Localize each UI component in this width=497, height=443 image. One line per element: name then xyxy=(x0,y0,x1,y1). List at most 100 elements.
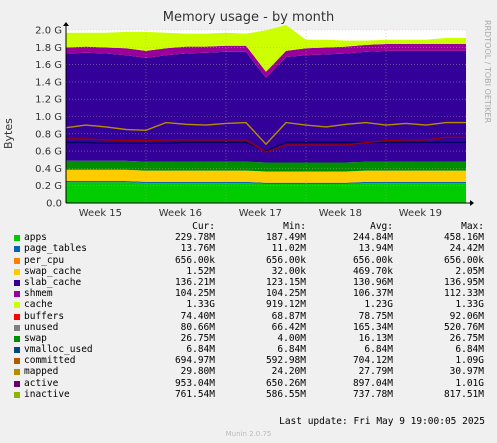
legend-max: 1.33G xyxy=(455,299,484,311)
legend-name: mapped xyxy=(24,366,59,378)
legend-min: 6.84M xyxy=(277,344,306,356)
legend-cur: 80.66M xyxy=(180,321,215,333)
x-tick-label: Week 16 xyxy=(159,208,202,219)
area-apps xyxy=(66,182,466,203)
legend-max: 92.06M xyxy=(449,310,484,322)
legend-min: 66.42M xyxy=(271,321,306,333)
legend-avg: 78.75M xyxy=(358,310,393,322)
legend-row-swap_cache: swap_cache 1.52M 32.00k 469.70k 2.05M xyxy=(12,266,492,277)
legend-cur: 656.00k xyxy=(174,254,215,266)
legend-max: 6.84M xyxy=(455,344,484,356)
x-axis-arrow xyxy=(470,200,474,206)
legend-swatch xyxy=(14,235,20,242)
x-tick-label: Week 19 xyxy=(399,208,442,219)
y-axis-arrow xyxy=(63,22,69,26)
area-page_tables xyxy=(66,181,466,184)
legend-row-swap: swap 26.75M 4.00M 16.13M 26.75M xyxy=(12,333,492,344)
legend-row-apps: apps 229.78M 187.49M 244.84M 458.16M xyxy=(12,232,492,243)
x-tick-label: Week 17 xyxy=(239,208,282,219)
legend-min: 32.00k xyxy=(271,265,306,277)
legend-cur: 26.75M xyxy=(180,332,215,344)
area-cache xyxy=(66,50,466,163)
legend-swatch xyxy=(14,358,20,365)
legend-swatch xyxy=(14,302,20,309)
legend-min: 123.15M xyxy=(265,276,306,288)
legend-min: 919.12M xyxy=(265,299,306,311)
legend-row-slab_cache: slab_cache 136.21M 123.15M 130.96M 136.95M xyxy=(12,277,492,288)
legend-avg: 656.00k xyxy=(352,254,393,266)
legend-min: 650.26M xyxy=(265,377,306,389)
legend-cur: 6.84M xyxy=(186,344,215,356)
legend-cur: 1.33G xyxy=(186,299,215,311)
legend-min: 187.49M xyxy=(265,232,306,244)
legend-avg: 704.12M xyxy=(352,355,393,367)
legend-avg: 6.84M xyxy=(364,344,393,356)
legend-row-committed: committed 694.97M 592.98M 704.12M 1.09G xyxy=(12,355,492,366)
legend-avg: 737.78M xyxy=(352,388,393,400)
chart-title: Memory usage - by month xyxy=(162,10,335,25)
legend-min: 11.02M xyxy=(271,243,306,255)
legend-max: 1.01G xyxy=(455,377,484,389)
legend-max: 30.97M xyxy=(449,366,484,378)
legend-swatch xyxy=(14,246,20,253)
y-tick-label: 1.0 G xyxy=(35,112,62,123)
legend-cur: 953.04M xyxy=(174,377,215,389)
legend-row-active: active 953.04M 650.26M 897.04M 1.01G xyxy=(12,378,492,389)
legend-swatch xyxy=(14,313,20,320)
legend-max: 112.33M xyxy=(443,288,484,300)
legend-row-vmalloc_used: vmalloc_used 6.84M 6.84M 6.84M 6.84M xyxy=(12,344,492,355)
legend-avg: 13.94M xyxy=(358,243,393,255)
legend-cur: 136.21M xyxy=(174,276,215,288)
legend-avg: 27.79M xyxy=(358,366,393,378)
legend-row-cache: cache 1.33G 919.12M 1.23G 1.33G xyxy=(12,299,492,310)
legend-name: shmem xyxy=(24,288,53,300)
legend-name: swap_cache xyxy=(24,265,82,277)
legend-min: 104.25M xyxy=(265,288,306,300)
area-shmem xyxy=(66,160,466,172)
legend-cur: 229.78M xyxy=(174,232,215,244)
legend-name: unused xyxy=(24,321,59,333)
legend-name: vmalloc_used xyxy=(24,344,93,356)
legend-name: active xyxy=(24,377,59,389)
legend-swatch xyxy=(14,268,20,275)
legend-min: 24.20M xyxy=(271,366,306,378)
legend-row-shmem: shmem 104.25M 104.25M 106.37M 112.33M xyxy=(12,288,492,299)
y-tick-label: 2.0 G xyxy=(35,26,62,37)
munin-version: Munin 2.0.75 xyxy=(225,430,272,438)
y-axis-label-box: Bytes xyxy=(2,105,18,155)
y-tick-label: 1.2 G xyxy=(35,95,62,106)
legend-max: 136.95M xyxy=(443,276,484,288)
legend-cur: 761.54M xyxy=(174,388,215,400)
y-axis-label: Bytes xyxy=(2,118,15,149)
legend-max: 26.75M xyxy=(449,332,484,344)
legend-row-per_cpu: per_cpu 656.00k 656.00k 656.00k 656.00k xyxy=(12,255,492,266)
y-tick-label: 1.8 G xyxy=(35,43,62,54)
legend-max: 520.76M xyxy=(443,321,484,333)
y-tick-label: 1.4 G xyxy=(35,77,62,88)
legend-swatch xyxy=(14,347,20,354)
legend-swatch xyxy=(14,369,20,376)
legend-row-buffers: buffers 74.40M 68.87M 78.75M 92.06M xyxy=(12,311,492,322)
legend-min: 592.98M xyxy=(265,355,306,367)
legend-avg: 897.04M xyxy=(352,377,393,389)
y-tick-label: 1.6 G xyxy=(35,60,62,71)
legend-rows: apps 229.78M 187.49M 244.84M 458.16M page_tab… xyxy=(12,232,492,400)
line-active xyxy=(65,121,466,146)
legend-swatch xyxy=(14,391,20,398)
legend-name: apps xyxy=(24,232,47,244)
y-tick-label: 0.2 G xyxy=(35,181,62,192)
side-label-box: RRDTOOL / TOBI OETIKER xyxy=(483,20,495,140)
legend-cur: 1.52M xyxy=(186,265,215,277)
y-tick-label: 0.0 xyxy=(46,199,62,210)
x-tick-label: Week 18 xyxy=(319,208,362,219)
y-tick-label: 0.6 G xyxy=(35,147,62,158)
legend-header-max: Max: xyxy=(461,221,484,232)
last-update: Last update: Fri May 9 19:00:05 2025 xyxy=(279,416,485,427)
legend-name: inactive xyxy=(24,388,70,400)
legend-header-min: Min: xyxy=(283,221,306,232)
legend-header-avg: Avg: xyxy=(370,221,393,232)
legend-swatch xyxy=(14,335,20,342)
legend-name: cache xyxy=(24,299,53,311)
legend-cur: 104.25M xyxy=(174,288,215,300)
